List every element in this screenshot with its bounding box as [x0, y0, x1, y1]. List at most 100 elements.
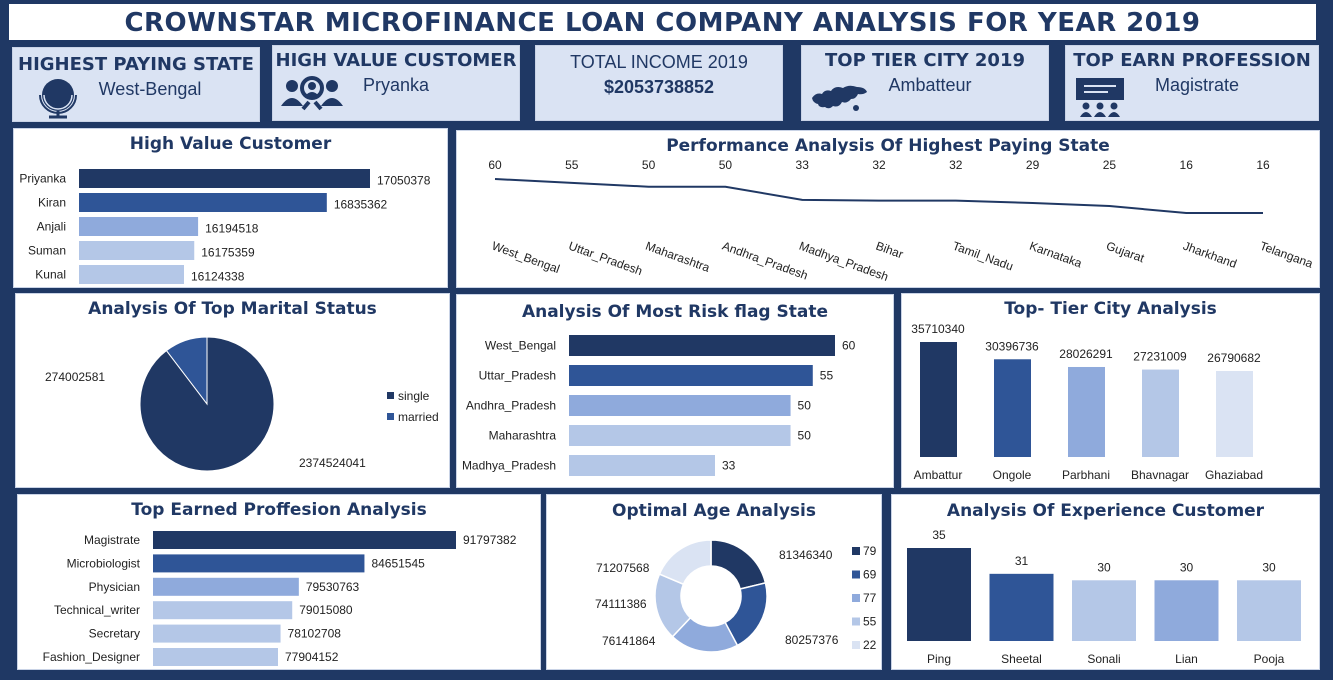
- data-label: 55: [820, 369, 834, 383]
- globe-icon: [39, 79, 77, 119]
- chart-title: Top- Tier City Analysis: [1004, 299, 1217, 319]
- bar: [153, 648, 278, 666]
- data-label: 30: [1262, 560, 1276, 574]
- tick-label: Secretary: [89, 627, 140, 641]
- optimal-age-doughnut-chart: 81346340 80257376 76141864 74111386 71207568…: [595, 539, 877, 653]
- bar: [153, 601, 293, 620]
- data-label: 30: [1097, 560, 1111, 574]
- tick-label: Suman: [28, 244, 66, 258]
- legend-label: 79: [863, 544, 877, 558]
- dashboard-title: CROWNSTAR MICROFINANCE LOAN COMPANY ANAL…: [9, 4, 1316, 40]
- legend-swatch: [852, 641, 860, 649]
- kpi-highest-paying-state: HIGHEST PAYING STATE West-Bengal: [12, 47, 260, 122]
- bar: [1216, 371, 1253, 457]
- kpi-value: Ambatteur: [888, 75, 972, 95]
- tick-label: Tamil_Nadu: [951, 239, 1015, 274]
- bar: [907, 548, 971, 641]
- bar: [79, 169, 370, 188]
- tick-label: Maharashtra: [489, 429, 557, 443]
- tick-label: Uttar_Pradesh: [479, 369, 556, 383]
- data-label: 35710340: [911, 322, 965, 336]
- tick-label: West_Bengal: [490, 239, 562, 276]
- data-label: 29: [1026, 158, 1040, 172]
- legend-label: single: [398, 389, 430, 403]
- tick-label: Kunal: [35, 268, 66, 282]
- data-label: 32: [949, 158, 963, 172]
- data-label: 50: [642, 158, 656, 172]
- bar: [153, 554, 365, 573]
- data-label: 81346340: [779, 548, 833, 562]
- kpi-title: TOP TIER CITY 2019: [824, 50, 1026, 71]
- legend-label: married: [398, 410, 439, 424]
- data-label: 30: [1180, 560, 1194, 574]
- data-label: 16175359: [201, 246, 255, 260]
- legend-swatch: [387, 392, 394, 399]
- tick-label: Maharashtra: [644, 239, 712, 275]
- tick-label: Uttar_Pradesh: [567, 239, 644, 279]
- bar: [1072, 580, 1136, 641]
- tick-label: Bhavnagar: [1131, 468, 1189, 482]
- tick-label: Parbhani: [1062, 468, 1110, 482]
- marital-pie-chart: 274002581 2374524041 single married: [45, 336, 439, 472]
- data-label: 26790682: [1207, 351, 1261, 365]
- data-label: 16835362: [334, 198, 388, 212]
- data-label: 30396736: [985, 339, 1039, 353]
- series-line: [494, 178, 1263, 214]
- data-label: 77904152: [285, 650, 339, 664]
- data-label: 50: [798, 399, 812, 413]
- presentation-icon: [1076, 78, 1124, 117]
- tick-label: Physician: [89, 580, 140, 594]
- bar: [920, 342, 957, 457]
- data-label: 71207568: [596, 561, 650, 575]
- data-label: 50: [719, 158, 733, 172]
- data-label: 25: [1103, 158, 1117, 172]
- legend-label: 55: [863, 615, 877, 629]
- tick-label: Ping: [927, 652, 951, 666]
- high-value-customer-chart: Priyanka 17050378 Kiran 16835362 Anjali 16194…: [19, 169, 431, 284]
- tick-label: Gujarat: [1104, 239, 1146, 266]
- customer-search-icon: [281, 76, 343, 111]
- data-label: 16: [1180, 158, 1194, 172]
- performance-line-chart: 60 West_Bengal 55 Uttar_Pradesh 50 Maharashtr…: [488, 158, 1315, 284]
- data-label: 16: [1256, 158, 1270, 172]
- data-label: 27231009: [1133, 350, 1187, 364]
- data-label: 33: [722, 459, 736, 473]
- bar: [1237, 580, 1301, 641]
- data-label: 16124338: [191, 270, 245, 284]
- chart-title: Performance Analysis Of Highest Paying S…: [666, 136, 1110, 156]
- experience-bar-chart: 35 Ping 31 Sheetal 30 Sonali 30 Lian 30 Pooja: [907, 528, 1301, 666]
- bar: [569, 395, 791, 416]
- kpi-title: HIGH VALUE CUSTOMER: [275, 50, 517, 71]
- tick-label: Anjali: [37, 220, 66, 234]
- chart-title: Analysis Of Experience Customer: [946, 501, 1265, 521]
- data-label: 16194518: [205, 222, 259, 236]
- bar: [1142, 369, 1179, 457]
- legend-swatch: [387, 413, 394, 420]
- data-label: 274002581: [45, 370, 105, 384]
- legend-swatch: [852, 594, 860, 602]
- bar: [153, 624, 281, 643]
- tick-label: Ghaziabad: [1205, 468, 1263, 482]
- data-label: 79530763: [306, 580, 360, 594]
- kpi-value: Magistrate: [1154, 75, 1240, 95]
- kpi-title: TOTAL INCOME 2019: [570, 52, 748, 72]
- tick-label: Jharkhand: [1181, 239, 1238, 271]
- legend-swatch: [852, 617, 860, 626]
- chart-title: Analysis Of Most Risk flag State: [521, 302, 829, 322]
- kpi-value: Pryanka: [362, 75, 430, 95]
- tick-label: Karnataka: [1028, 239, 1084, 271]
- panel-risk-flag-state: Analysis Of Most Risk flag State West_Be…: [456, 294, 894, 488]
- data-label: 55: [565, 158, 579, 172]
- panel-experience: Analysis Of Experience Customer 35 Ping 31…: [891, 494, 1320, 670]
- panel-profession: Top Earned Proffesion Analysis Magistrat…: [17, 494, 541, 670]
- data-label: 28026291: [1059, 347, 1113, 361]
- data-label: 74111386: [595, 597, 647, 611]
- legend-swatch: [852, 570, 860, 579]
- tick-label: Technical_writer: [54, 603, 140, 617]
- bar: [569, 335, 835, 356]
- profession-bar-chart: Magistrate 91797382 Microbiologist 84651545…: [43, 531, 517, 666]
- bar: [569, 425, 791, 446]
- tick-label: Fashion_Designer: [43, 650, 140, 664]
- legend-label: 22: [863, 638, 877, 652]
- tick-label: Telangana: [1258, 239, 1315, 271]
